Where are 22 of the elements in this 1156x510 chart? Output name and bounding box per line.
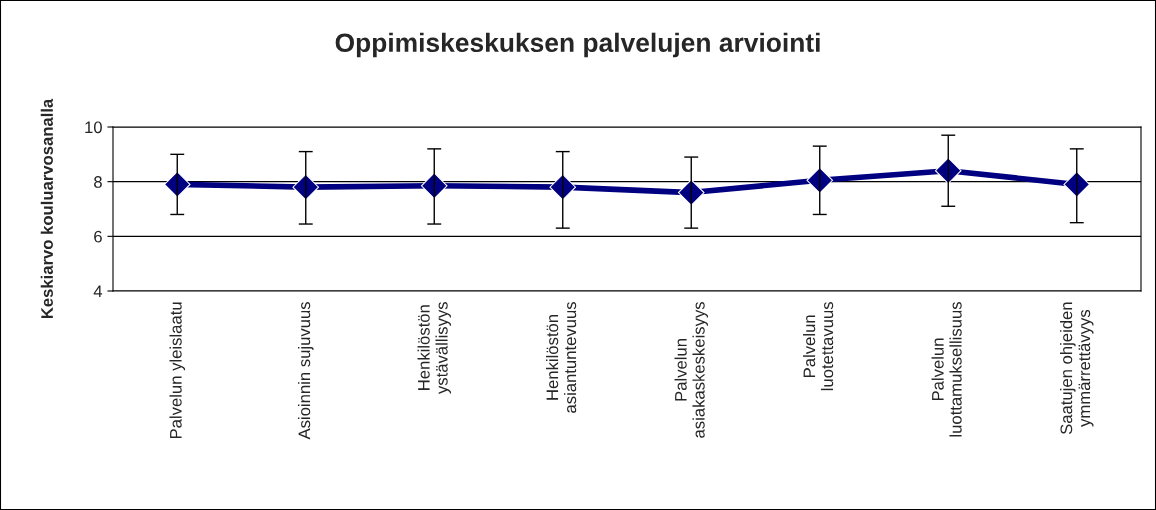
y-tick-label: 4: [93, 285, 103, 298]
y-tick-label: 10: [85, 121, 102, 134]
x-tick-label: Saatujen ohjeiden ymmärrettävyys: [1060, 302, 1094, 435]
y-tick-label: 8: [94, 176, 102, 188]
point: [1063, 171, 1091, 198]
x-tick-label: Palvelun luotettavuus: [803, 302, 834, 391]
x-tick-label: Henkilöstön ystävällisyys: [417, 302, 451, 394]
chart-title: Oppimiskeskuksen palvelujen arviointi: [335, 32, 820, 58]
point: [420, 172, 448, 200]
point: [934, 157, 962, 185]
point: [163, 171, 191, 198]
point: [549, 173, 577, 201]
x-tick-label: Palvelun asiakaskeskeisyys: [674, 302, 708, 438]
x-tick-label: Palvelun yleislaatu: [169, 302, 186, 439]
x-tick-label: Palvelun luottamuksellisuus: [931, 302, 962, 437]
point: [806, 167, 834, 194]
x-tick-label: Asioinnin sujuvuus: [297, 302, 314, 440]
point: [292, 173, 320, 201]
y-tick-label: 6: [94, 230, 102, 243]
point: [677, 179, 705, 206]
y-axis-title: Keskiarvo kouluarvosanalla: [40, 98, 53, 319]
x-tick-label: Henkilöstön asiantuntevuus: [546, 302, 577, 413]
